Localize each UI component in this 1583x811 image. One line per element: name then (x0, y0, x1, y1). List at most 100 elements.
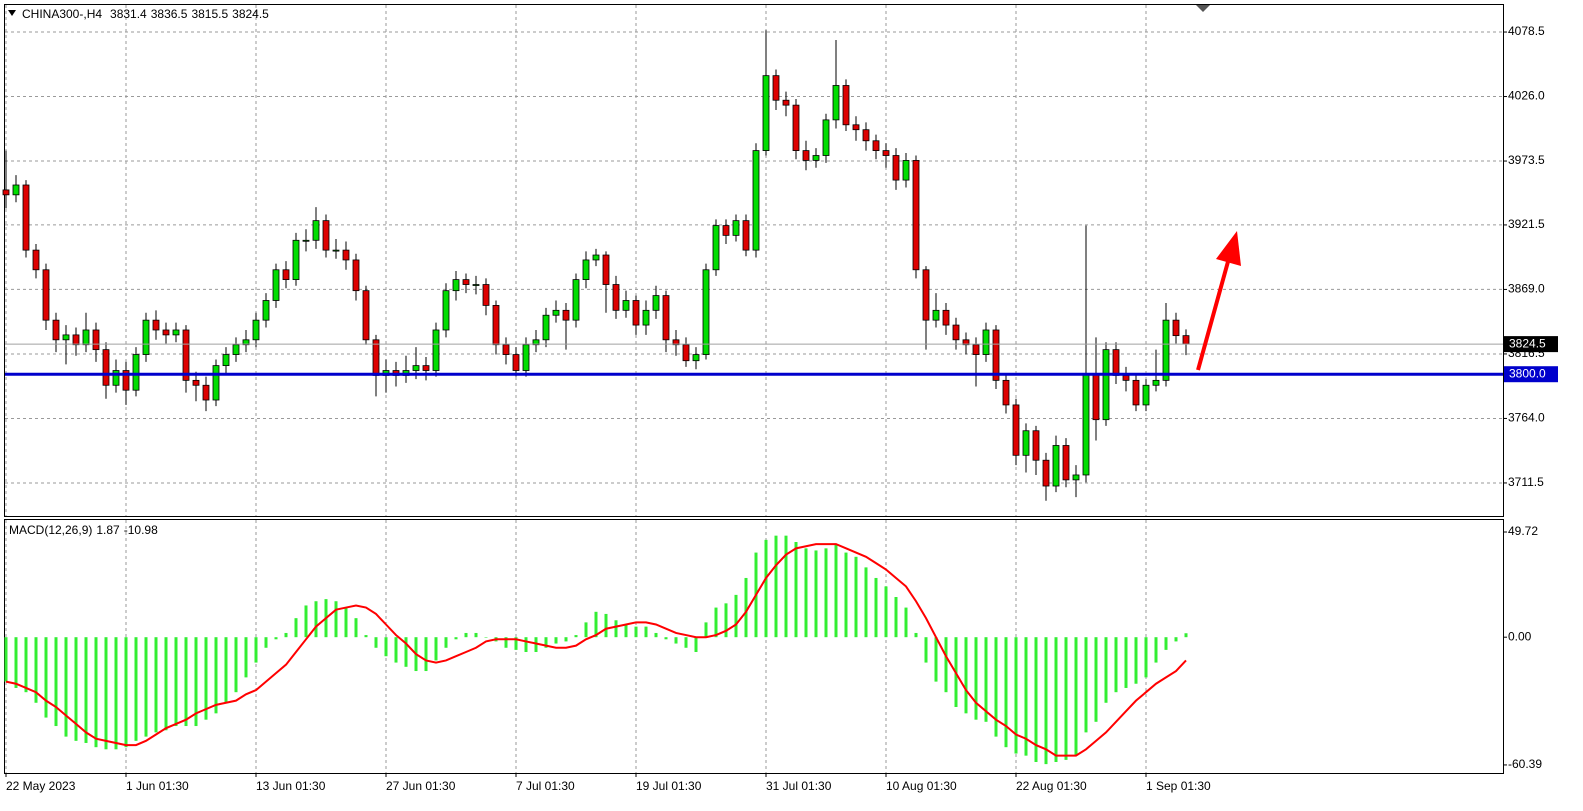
candle-body (182, 329, 190, 381)
y-tick-label: 3869.0 (1508, 282, 1545, 296)
candle-body (792, 104, 800, 151)
level-label: 3800.0 (1509, 366, 1546, 380)
candle-body (542, 314, 550, 341)
candle-body (1172, 319, 1180, 337)
macd-bar (104, 637, 108, 750)
macd-bar (154, 637, 158, 733)
candle-body (312, 220, 320, 241)
macd-bar (1014, 637, 1018, 754)
candle-body (952, 324, 960, 341)
candle-body (512, 354, 520, 371)
macd-bar (484, 637, 488, 638)
macd-bar (284, 632, 288, 638)
macd-bar (184, 637, 188, 727)
macd-bar (614, 620, 618, 638)
macd-bar (824, 548, 828, 638)
candle-body (1102, 349, 1110, 421)
candle-body (252, 319, 260, 341)
macd-bar (214, 637, 218, 714)
candle-body (62, 334, 70, 341)
candle-body (972, 344, 980, 355)
macd-bar (464, 632, 468, 638)
x-tick-label: 1 Sep 01:30 (1146, 779, 1211, 793)
candle-body (72, 334, 80, 346)
candle-body (802, 150, 810, 161)
candle-body (1132, 379, 1140, 406)
macd-bar (724, 603, 728, 638)
candle-body (852, 124, 860, 131)
candle-body (922, 269, 930, 321)
candle-body (1182, 335, 1190, 345)
signal-value: -10.98 (124, 523, 158, 537)
candle-body (142, 319, 150, 355)
macd-bar (904, 607, 908, 638)
candle-body (342, 249, 350, 261)
candle-body (482, 284, 490, 306)
candle-body (92, 329, 100, 351)
macd-bar (264, 637, 268, 648)
price-label: 3824.5 (1509, 336, 1546, 350)
candle-body (982, 329, 990, 355)
macd-bar (94, 637, 98, 748)
candle-body (672, 339, 680, 346)
candle-body (292, 239, 300, 281)
trend-arrow (1196, 231, 1241, 371)
candle-body (552, 309, 560, 316)
macd-bar (1064, 637, 1068, 760)
candle-body (222, 354, 230, 367)
candle-body (822, 119, 830, 156)
candle-body (1072, 474, 1080, 481)
arrow-shaft (1196, 257, 1231, 371)
macd-bar (634, 626, 638, 638)
candle-body (1142, 384, 1150, 406)
macd-bar (594, 611, 598, 638)
candle-body (152, 319, 160, 331)
macd-bar (934, 637, 938, 682)
low-value: 3815.5 (191, 7, 228, 21)
macd-bar (914, 632, 918, 638)
price-pane (4, 4, 1504, 517)
candle-body (472, 284, 480, 286)
candle-body (1092, 373, 1100, 421)
y-tick-label: -60.39 (1508, 757, 1542, 771)
macd-bar (584, 622, 588, 638)
macd-bar (944, 637, 948, 693)
macd-bar (924, 637, 928, 663)
macd-bar (204, 637, 208, 720)
macd-bar (334, 601, 338, 638)
macd-bar (314, 601, 318, 638)
macd-bar (714, 607, 718, 638)
candle-body (532, 339, 540, 346)
candle-body (52, 319, 60, 341)
macd-bar (504, 637, 508, 648)
macd-bar (194, 637, 198, 727)
candle-body (902, 160, 910, 181)
candle-body (12, 184, 20, 196)
macd-bar (804, 548, 808, 638)
macd-value: 1.87 (96, 523, 120, 537)
macd-bar (1074, 637, 1078, 756)
macd-bar (994, 637, 998, 737)
macd-bar (374, 637, 378, 648)
macd-bar (774, 535, 778, 638)
macd-bar (74, 637, 78, 741)
x-tick-label: 27 Jun 01:30 (386, 779, 456, 793)
macd-bar (834, 544, 838, 638)
macd-bar (684, 637, 688, 648)
candle-body (592, 254, 600, 261)
macd-bar (34, 637, 38, 703)
macd-bar (434, 637, 438, 661)
candle-body (2, 189, 10, 196)
candle-body (102, 349, 110, 386)
candle-body (262, 300, 270, 321)
candle-body (962, 339, 970, 346)
macd-bar (534, 637, 538, 652)
macd-bar (474, 632, 478, 638)
candle-body (1152, 379, 1160, 386)
macd-bar (124, 637, 128, 748)
candle-body (462, 279, 470, 285)
macd-bar (1084, 637, 1088, 733)
macd-bar (244, 637, 248, 678)
y-tick-label: 0.00 (1508, 629, 1532, 643)
